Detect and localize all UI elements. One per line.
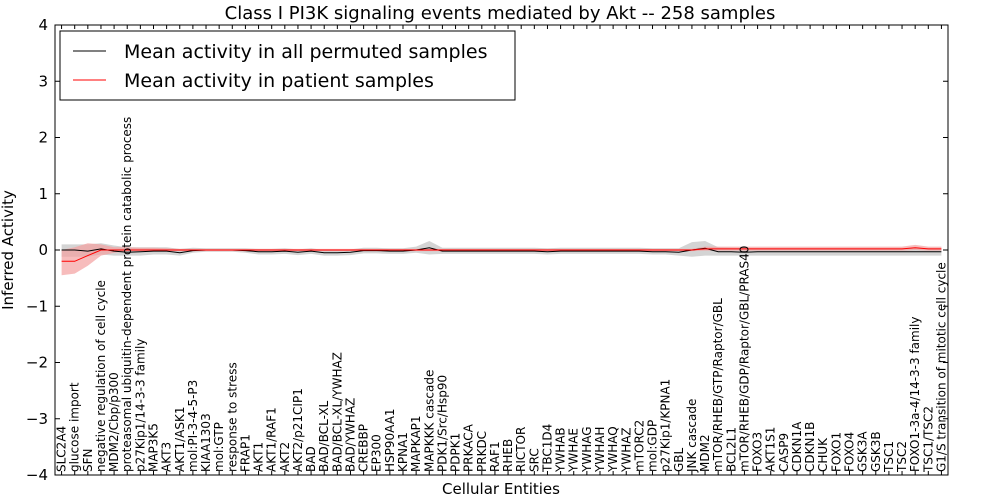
x-tick-label: MDM2/Cbp/p300 (107, 372, 121, 472)
x-tick-label: BCL2L1 (724, 427, 738, 472)
x-tick-label: YWHAB (554, 427, 568, 473)
x-tick-label: KPNA1 (396, 432, 410, 472)
x-tick-label: BAD/BCL-XL (317, 400, 331, 472)
x-tick-label: mTOR/RHEB/GTP/Raptor/GBL (711, 298, 725, 472)
x-tick-label: SRC (527, 448, 541, 472)
x-tick-label: MAPKAP1 (409, 415, 423, 472)
x-tick-label: RHEB (501, 439, 515, 472)
y-tick-label: −2 (26, 354, 48, 372)
x-tick-label: FOXO1-3a-4/14-3-3 family (908, 317, 922, 473)
x-tick-label: SLC2A4 (55, 426, 69, 472)
x-tick-label: FRAP1 (238, 434, 252, 472)
x-tick-label: PDPK1 (449, 433, 463, 472)
x-tick-label: FOXO1 (829, 432, 843, 472)
x-tick-label: CDKN1A (790, 421, 804, 472)
x-tick-label: CHUK (816, 437, 830, 472)
y-tick-label: 2 (38, 129, 48, 147)
x-tick-label: YWHAH (593, 427, 607, 473)
x-tick-label: MDM2 (698, 434, 712, 472)
y-axis-label: Inferred Activity (0, 190, 17, 310)
x-tick-label: mTORC2 (632, 420, 646, 472)
x-tick-label: FOXO3 (751, 432, 765, 472)
x-tick-label: EP300 (370, 434, 384, 472)
x-tick-label: AKT1/RAF1 (265, 407, 279, 472)
x-tick-label: RAF1 (488, 441, 502, 472)
x-tick-label: glucose import (68, 382, 82, 472)
x-tick-label: PDK1/Src/Hsp90 (435, 375, 449, 472)
x-tick-label: FOXO4 (843, 432, 857, 472)
x-tick-label: mol:GDP (646, 420, 660, 472)
x-tick-label: MAPKKK cascade (422, 370, 436, 472)
x-tick-label: BAD/BCL-XL/YWHAZ (330, 352, 344, 472)
x-tick-label: response to stress (225, 362, 239, 472)
y-tick-label: 1 (38, 185, 48, 203)
x-tick-label: TSC2 (895, 441, 909, 473)
x-tick-label: GSK3A (856, 431, 870, 472)
x-tick-label: proteasomal ubiquitin-dependent protein … (120, 117, 134, 472)
x-tick-label: mol:PI-3-4-5-P3 (186, 380, 200, 472)
x-axis-label: Cellular Entities (442, 480, 560, 498)
y-tick-label: −1 (26, 297, 48, 315)
x-tick-label: PRKDC (475, 431, 489, 472)
x-tick-label: CASP9 (777, 433, 791, 472)
x-tick-label: GSK3B (869, 431, 883, 472)
x-tick-label: YWHAQ (606, 426, 620, 473)
x-tick-label: RICTOR (514, 427, 528, 472)
x-tick-label: AKT1 (252, 442, 266, 472)
x-tick-label: TBC1D4 (541, 424, 555, 473)
x-tick-label: MAP3K5 (147, 423, 161, 472)
x-tick-label: mTOR/RHEB/GDP/Raptor/GBL/PRAS40 (737, 246, 751, 472)
x-tick-label: AKT2/p21CIP1 (291, 388, 305, 472)
y-tick-label: −3 (26, 410, 48, 428)
x-tick-label: YWHAZ (619, 427, 633, 473)
y-tick-label: 0 (38, 241, 48, 259)
x-tick-label: TSC1/TSC2 (921, 406, 935, 473)
x-tick-label: AKT1/ASK1 (173, 407, 187, 472)
x-tick-label: YWHAE (567, 428, 581, 473)
x-tick-label: AKT3 (160, 442, 174, 472)
legend: Mean activity in all permuted samples Me… (59, 30, 516, 101)
x-tick-label: HSP90AA1 (383, 408, 397, 472)
x-tick-label: negative regulation of cell cycle (94, 280, 108, 472)
legend-label-permuted: Mean activity in all permuted samples (124, 41, 487, 63)
y-tick-label: −4 (26, 466, 48, 484)
x-tick-label: p27Kip1/14-3-3 family (133, 339, 147, 472)
chart-title: Class I PI3K signaling events mediated b… (225, 3, 776, 24)
y-tick-label: 4 (38, 16, 48, 34)
legend-box (59, 30, 516, 101)
x-tick-label: G1/S transition of mitotic cell cycle (934, 262, 948, 472)
x-tick-label: TSC1 (882, 441, 896, 473)
x-tick-label: JNK cascade (685, 399, 699, 473)
x-tick-label: BAD/YWHAZ (344, 398, 358, 472)
x-tick-label: CDKN1B (803, 422, 817, 472)
y-tick-label: 3 (38, 72, 48, 90)
x-tick-label: BAD (304, 446, 318, 472)
x-tick-label: AKT2 (278, 442, 292, 472)
x-tick-label: p27Kip1/KPNA1 (659, 379, 673, 472)
x-tick-label: PRKACA (462, 423, 476, 472)
x-tick-label: YWHAG (580, 426, 594, 473)
plot-frame (54, 24, 949, 476)
x-tick-label: AKT1S1 (764, 427, 778, 472)
line-series-2 (61, 247, 942, 262)
x-tick-label: GBL (672, 447, 686, 472)
legend-label-patient: Mean activity in patient samples (124, 70, 434, 92)
x-tick-label: KIAA1303 (199, 413, 213, 472)
x-tick-label: CREBBP (357, 424, 371, 472)
x-tick-label: mol:GTP (212, 422, 226, 472)
x-tick-label: SFN (81, 449, 95, 473)
